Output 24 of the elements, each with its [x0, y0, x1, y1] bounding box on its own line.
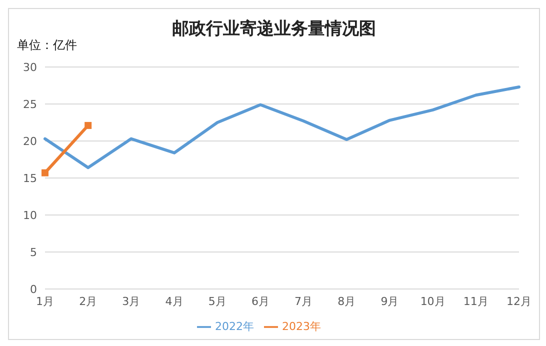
x-tick-label: 8月	[338, 294, 356, 308]
x-tick-label: 11月	[463, 294, 488, 308]
y-tick-label: 10	[23, 208, 37, 222]
y-tick-label: 30	[23, 60, 37, 74]
x-tick-label: 5月	[208, 294, 226, 308]
y-tick-label: 5	[30, 246, 37, 259]
x-tick-label: 6月	[251, 294, 270, 308]
x-tick-label: 7月	[294, 294, 313, 308]
x-tick-label: 3月	[122, 294, 140, 308]
x-tick-label: 12月	[506, 294, 532, 308]
legend-label: 2022年	[215, 320, 254, 333]
y-tick-label: 25	[23, 98, 37, 111]
x-tick-label: 1月	[36, 294, 54, 308]
x-tick-label: 2月	[79, 294, 98, 308]
y-tick-label: 0	[30, 282, 37, 296]
legend-label: 2023年	[282, 320, 321, 333]
x-tick-label: 4月	[165, 294, 184, 308]
y-tick-label: 15	[23, 172, 37, 185]
y-axis-title: 单位：亿件	[17, 37, 77, 54]
chart-title: 邮政行业寄递业务量情况图	[172, 19, 376, 39]
x-tick-label: 9月	[380, 294, 399, 308]
x-tick-label: 10月	[420, 294, 446, 308]
line-series	[44, 85, 520, 170]
y-tick-label: 20	[23, 134, 37, 148]
